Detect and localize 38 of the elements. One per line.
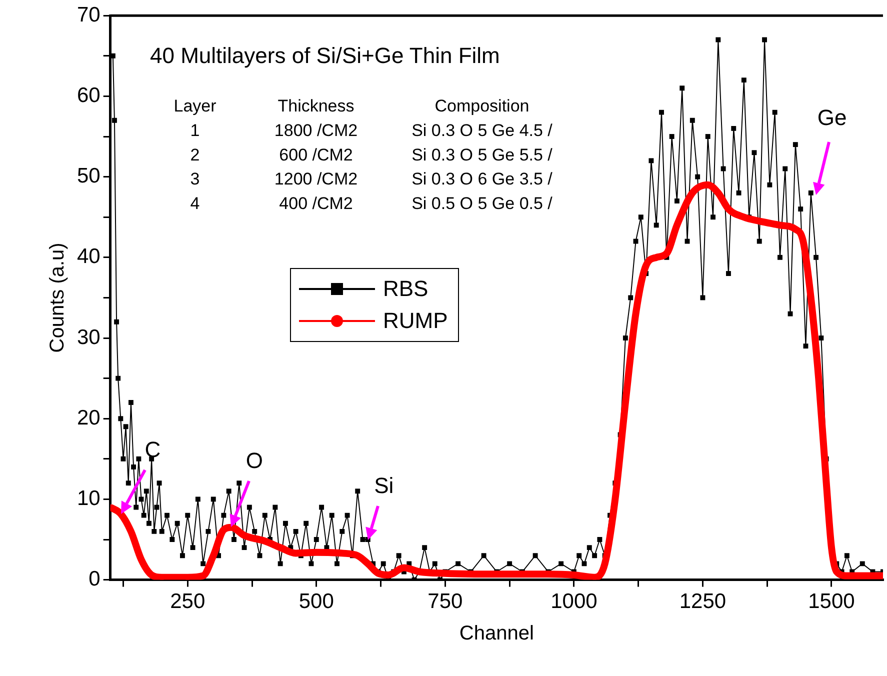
- annotation: Thickness: [278, 96, 354, 116]
- y-tick-label: 60: [77, 84, 100, 107]
- y-tick-label: 40: [77, 245, 100, 268]
- y-axis-title: Counts (a.u): [46, 242, 69, 353]
- annotation: Layer: [174, 96, 217, 116]
- x-tick-label: 750: [428, 590, 463, 614]
- x-tick-label: 250: [170, 590, 206, 614]
- annotation: 4: [190, 194, 200, 213]
- y-tick-label: 10: [77, 486, 100, 510]
- annotation: C: [144, 436, 161, 463]
- annotation: 400 /CM2: [279, 194, 353, 213]
- annotation: Composition: [434, 96, 530, 116]
- y-tick-label: 30: [77, 326, 100, 349]
- annotation: 2: [190, 145, 200, 164]
- x-tick-label: 1500: [808, 590, 855, 614]
- y-tick-label: 50: [77, 164, 100, 188]
- annotation: 1200 /CM2: [274, 170, 358, 189]
- x-tick-label: 500: [298, 590, 334, 614]
- annotation: Si 0.5 O 5 Ge 0.5 /: [412, 194, 553, 213]
- y-tick-label: 70: [77, 3, 100, 26]
- annotation: 1800 /CM2: [274, 120, 358, 140]
- annotation: Si 0.3 O 6 Ge 3.5 /: [412, 170, 553, 189]
- annotation: Ge: [817, 105, 847, 132]
- annotation: O: [246, 448, 263, 474]
- annotation: 3: [190, 170, 200, 189]
- annotation: Si 0.3 O 5 Ge 5.5 /: [412, 145, 553, 164]
- x-axis-title: Channel: [459, 622, 534, 645]
- text: 40 Multilayers of Si/Si+Ge Thin Film: [150, 43, 500, 68]
- annotation: Si: [374, 472, 394, 498]
- y-tick-label: 20: [77, 406, 100, 430]
- annotation: Si 0.3 O 5 Ge 4.5 /: [412, 120, 553, 140]
- annotation: 600 /CM2: [279, 145, 353, 164]
- x-tick-label: 1000: [550, 590, 598, 614]
- annotation: 1: [190, 120, 200, 140]
- x-tick-label: 1250: [679, 590, 726, 614]
- y-tick-label: 0: [88, 568, 100, 591]
- legend-label: RBS: [383, 276, 428, 302]
- legend-label: RUMP: [383, 308, 448, 334]
